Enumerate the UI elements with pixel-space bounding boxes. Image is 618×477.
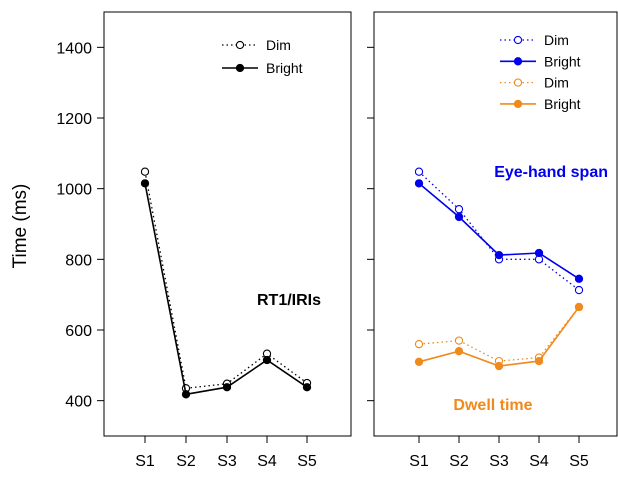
data-point-dwell-time-bright-s3	[494, 361, 504, 371]
data-point-eye-hand-span-bright-s2	[454, 212, 464, 222]
x-tick-label-s5: S5	[297, 453, 317, 470]
data-point-eye-hand-span-bright-s3	[494, 250, 504, 260]
series-group-right	[414, 167, 584, 371]
x-tick-label-s2: S2	[176, 453, 196, 470]
legend-marker-eye-hand-span-dim	[513, 35, 523, 45]
x-axis-ticks-right: S1 S2 S3 S4 S5	[409, 436, 589, 470]
data-point-eye-hand-span-dim-s5	[574, 285, 584, 295]
y-tick-label: 400	[65, 394, 92, 411]
legend-label-dwell-time-bright: Bright	[544, 96, 581, 112]
legend: Dim Bright	[222, 37, 303, 76]
data-point-eye-hand-span-bright-s5	[574, 274, 584, 283]
y-axis-ticks-right	[367, 46, 374, 402]
x-tick-label-s3: S3	[489, 453, 509, 470]
x-tick-label-s4: S4	[257, 453, 277, 470]
data-point-eye-hand-span-dim-s1	[414, 167, 424, 176]
legend-label-bright: Bright	[266, 60, 303, 76]
panel-left: 400 600 800 1000 1200 1400 S1 S2 S3 S4 S5 Dim Brig…	[56, 11, 352, 470]
data-point-bright-s5	[302, 383, 312, 392]
x-tick-label-s2: S2	[449, 453, 469, 470]
legend-marker-dwell-time-bright	[513, 99, 523, 109]
legend-marker-bright	[235, 63, 245, 73]
data-point-bright-s1	[140, 179, 150, 188]
data-point-eye-hand-span-bright-s4	[534, 248, 544, 258]
y-tick-label: 600	[65, 323, 92, 340]
annotation-eye-hand-span: Eye-hand span	[494, 164, 608, 181]
y-tick-label: 1200	[56, 111, 92, 128]
data-point-dwell-time-bright-s2	[454, 347, 464, 356]
data-point-bright-s3	[222, 383, 232, 392]
annotation-rt1-iris: RT1/IRIs	[257, 292, 321, 309]
data-point-dwell-time-dim-s2	[454, 336, 464, 345]
data-point-eye-hand-span-dim-s2	[454, 205, 464, 214]
data-point-dwell-time-dim-s1	[414, 339, 424, 349]
series-group	[140, 167, 312, 399]
x-tick-label-s5: S5	[569, 453, 589, 470]
legend-marker-dwell-time-dim	[513, 78, 523, 87]
x-tick-label-s3: S3	[217, 453, 237, 470]
panel-right: S1 S2 S3 S4 S5 Dim Bright Dim Bright Eye-hand s…	[367, 11, 618, 470]
legend-right: Dim Bright Dim Bright	[500, 32, 581, 112]
data-point-dwell-time-bright-s4	[534, 356, 544, 366]
legend-label-dim: Dim	[266, 37, 291, 53]
data-point-eye-hand-span-bright-s1	[414, 179, 424, 188]
y-tick-label: 800	[65, 252, 92, 269]
data-point-dim-s1	[140, 167, 150, 176]
panel-right-frame	[373, 11, 618, 437]
data-point-dwell-time-bright-s5	[574, 302, 584, 312]
annotation-dwell-time: Dwell time	[453, 397, 532, 414]
y-tick-label: 1000	[56, 182, 92, 199]
x-tick-label-s1: S1	[135, 453, 155, 470]
legend-marker-eye-hand-span-bright	[513, 57, 523, 66]
x-tick-label-s4: S4	[529, 453, 549, 470]
x-axis-ticks: S1 S2 S3 S4 S5	[135, 436, 317, 470]
data-point-dwell-time-bright-s1	[414, 357, 424, 366]
y-tick-label: 1400	[56, 40, 92, 57]
legend-label-eye-hand-span-dim: Dim	[544, 32, 569, 48]
legend-label-eye-hand-span-bright: Bright	[544, 53, 581, 69]
legend-marker-dim	[235, 40, 245, 50]
series-line-eye-hand-span-dim	[418, 171, 580, 291]
legend-label-dwell-time-dim: Dim	[544, 75, 569, 91]
y-axis-label: Time (ms)	[10, 184, 31, 269]
y-axis-ticks: 400 600 800 1000 1200 1400	[56, 40, 104, 411]
x-tick-label-s1: S1	[409, 453, 429, 470]
data-point-bright-s2	[181, 390, 191, 399]
data-point-bright-s4	[262, 355, 272, 365]
